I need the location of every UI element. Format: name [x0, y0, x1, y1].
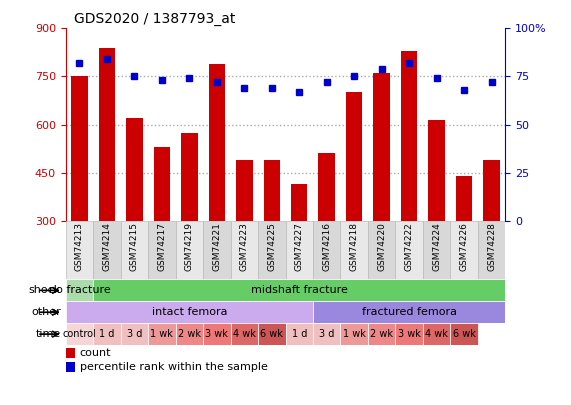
- Text: 1 d: 1 d: [292, 329, 307, 339]
- Bar: [71, 77, 88, 221]
- Bar: [66, 221, 93, 279]
- Bar: [99, 47, 115, 221]
- Bar: [286, 221, 313, 279]
- Text: 1 d: 1 d: [99, 329, 115, 339]
- Text: GSM74228: GSM74228: [487, 222, 496, 271]
- Text: 1 wk: 1 wk: [343, 329, 365, 339]
- Bar: [203, 323, 231, 345]
- Text: 6 wk: 6 wk: [453, 329, 476, 339]
- Text: shock: shock: [29, 286, 61, 295]
- Text: 3 d: 3 d: [127, 329, 142, 339]
- Text: GDS2020 / 1387793_at: GDS2020 / 1387793_at: [74, 12, 236, 26]
- Text: GSM74227: GSM74227: [295, 222, 304, 271]
- Bar: [395, 221, 423, 279]
- Bar: [126, 118, 143, 221]
- Text: GSM74225: GSM74225: [267, 222, 276, 271]
- Bar: [66, 301, 313, 323]
- Bar: [291, 184, 307, 221]
- Text: intact femora: intact femora: [151, 307, 227, 317]
- Bar: [456, 176, 472, 221]
- Text: GSM74223: GSM74223: [240, 222, 249, 271]
- Text: percentile rank within the sample: percentile rank within the sample: [80, 362, 268, 372]
- Bar: [181, 132, 198, 221]
- Text: other: other: [31, 307, 61, 317]
- Bar: [93, 323, 120, 345]
- Bar: [368, 323, 395, 345]
- Bar: [373, 73, 390, 221]
- Bar: [258, 323, 286, 345]
- Bar: [451, 221, 478, 279]
- Text: GSM74220: GSM74220: [377, 222, 386, 271]
- Bar: [203, 221, 231, 279]
- Bar: [66, 362, 75, 372]
- Text: count: count: [80, 348, 111, 358]
- Bar: [340, 221, 368, 279]
- Bar: [176, 221, 203, 279]
- Text: GSM74226: GSM74226: [460, 222, 469, 271]
- Text: 4 wk: 4 wk: [233, 329, 256, 339]
- Bar: [231, 221, 258, 279]
- Bar: [313, 323, 340, 345]
- Bar: [319, 153, 335, 221]
- Text: GSM74213: GSM74213: [75, 222, 84, 271]
- Text: GSM74215: GSM74215: [130, 222, 139, 271]
- Bar: [346, 92, 363, 221]
- Text: 4 wk: 4 wk: [425, 329, 448, 339]
- Text: GSM74216: GSM74216: [322, 222, 331, 271]
- Bar: [66, 348, 75, 358]
- Text: time: time: [36, 329, 61, 339]
- Bar: [401, 51, 417, 221]
- Text: 3 d: 3 d: [319, 329, 335, 339]
- Text: 2 wk: 2 wk: [178, 329, 201, 339]
- Bar: [451, 323, 478, 345]
- Bar: [66, 323, 93, 345]
- Bar: [176, 323, 203, 345]
- Text: GSM74217: GSM74217: [158, 222, 166, 271]
- Text: GSM74224: GSM74224: [432, 222, 441, 271]
- Bar: [428, 120, 445, 221]
- Bar: [263, 160, 280, 221]
- Text: GSM74218: GSM74218: [349, 222, 359, 271]
- Bar: [154, 147, 170, 221]
- Bar: [148, 221, 176, 279]
- Bar: [423, 323, 451, 345]
- Bar: [208, 64, 225, 221]
- Text: 6 wk: 6 wk: [260, 329, 283, 339]
- Bar: [483, 160, 500, 221]
- Text: GSM74222: GSM74222: [405, 222, 413, 271]
- Text: no fracture: no fracture: [49, 286, 110, 295]
- Text: midshaft fracture: midshaft fracture: [251, 286, 348, 295]
- Bar: [340, 323, 368, 345]
- Bar: [423, 221, 451, 279]
- Text: 3 wk: 3 wk: [206, 329, 228, 339]
- Bar: [368, 221, 395, 279]
- Bar: [395, 323, 423, 345]
- Bar: [258, 221, 286, 279]
- Text: GSM74219: GSM74219: [185, 222, 194, 271]
- Text: GSM74214: GSM74214: [102, 222, 111, 271]
- Text: fractured femora: fractured femora: [361, 307, 457, 317]
- Bar: [313, 301, 505, 323]
- Bar: [120, 323, 148, 345]
- Bar: [236, 160, 252, 221]
- Text: 3 wk: 3 wk: [398, 329, 421, 339]
- Text: control: control: [63, 329, 96, 339]
- Bar: [478, 221, 505, 279]
- Text: GSM74221: GSM74221: [212, 222, 222, 271]
- Bar: [231, 323, 258, 345]
- Text: 2 wk: 2 wk: [370, 329, 393, 339]
- Bar: [120, 221, 148, 279]
- Bar: [148, 323, 176, 345]
- Bar: [313, 221, 340, 279]
- Bar: [66, 279, 93, 301]
- Bar: [286, 323, 313, 345]
- Text: 1 wk: 1 wk: [150, 329, 173, 339]
- Bar: [93, 221, 120, 279]
